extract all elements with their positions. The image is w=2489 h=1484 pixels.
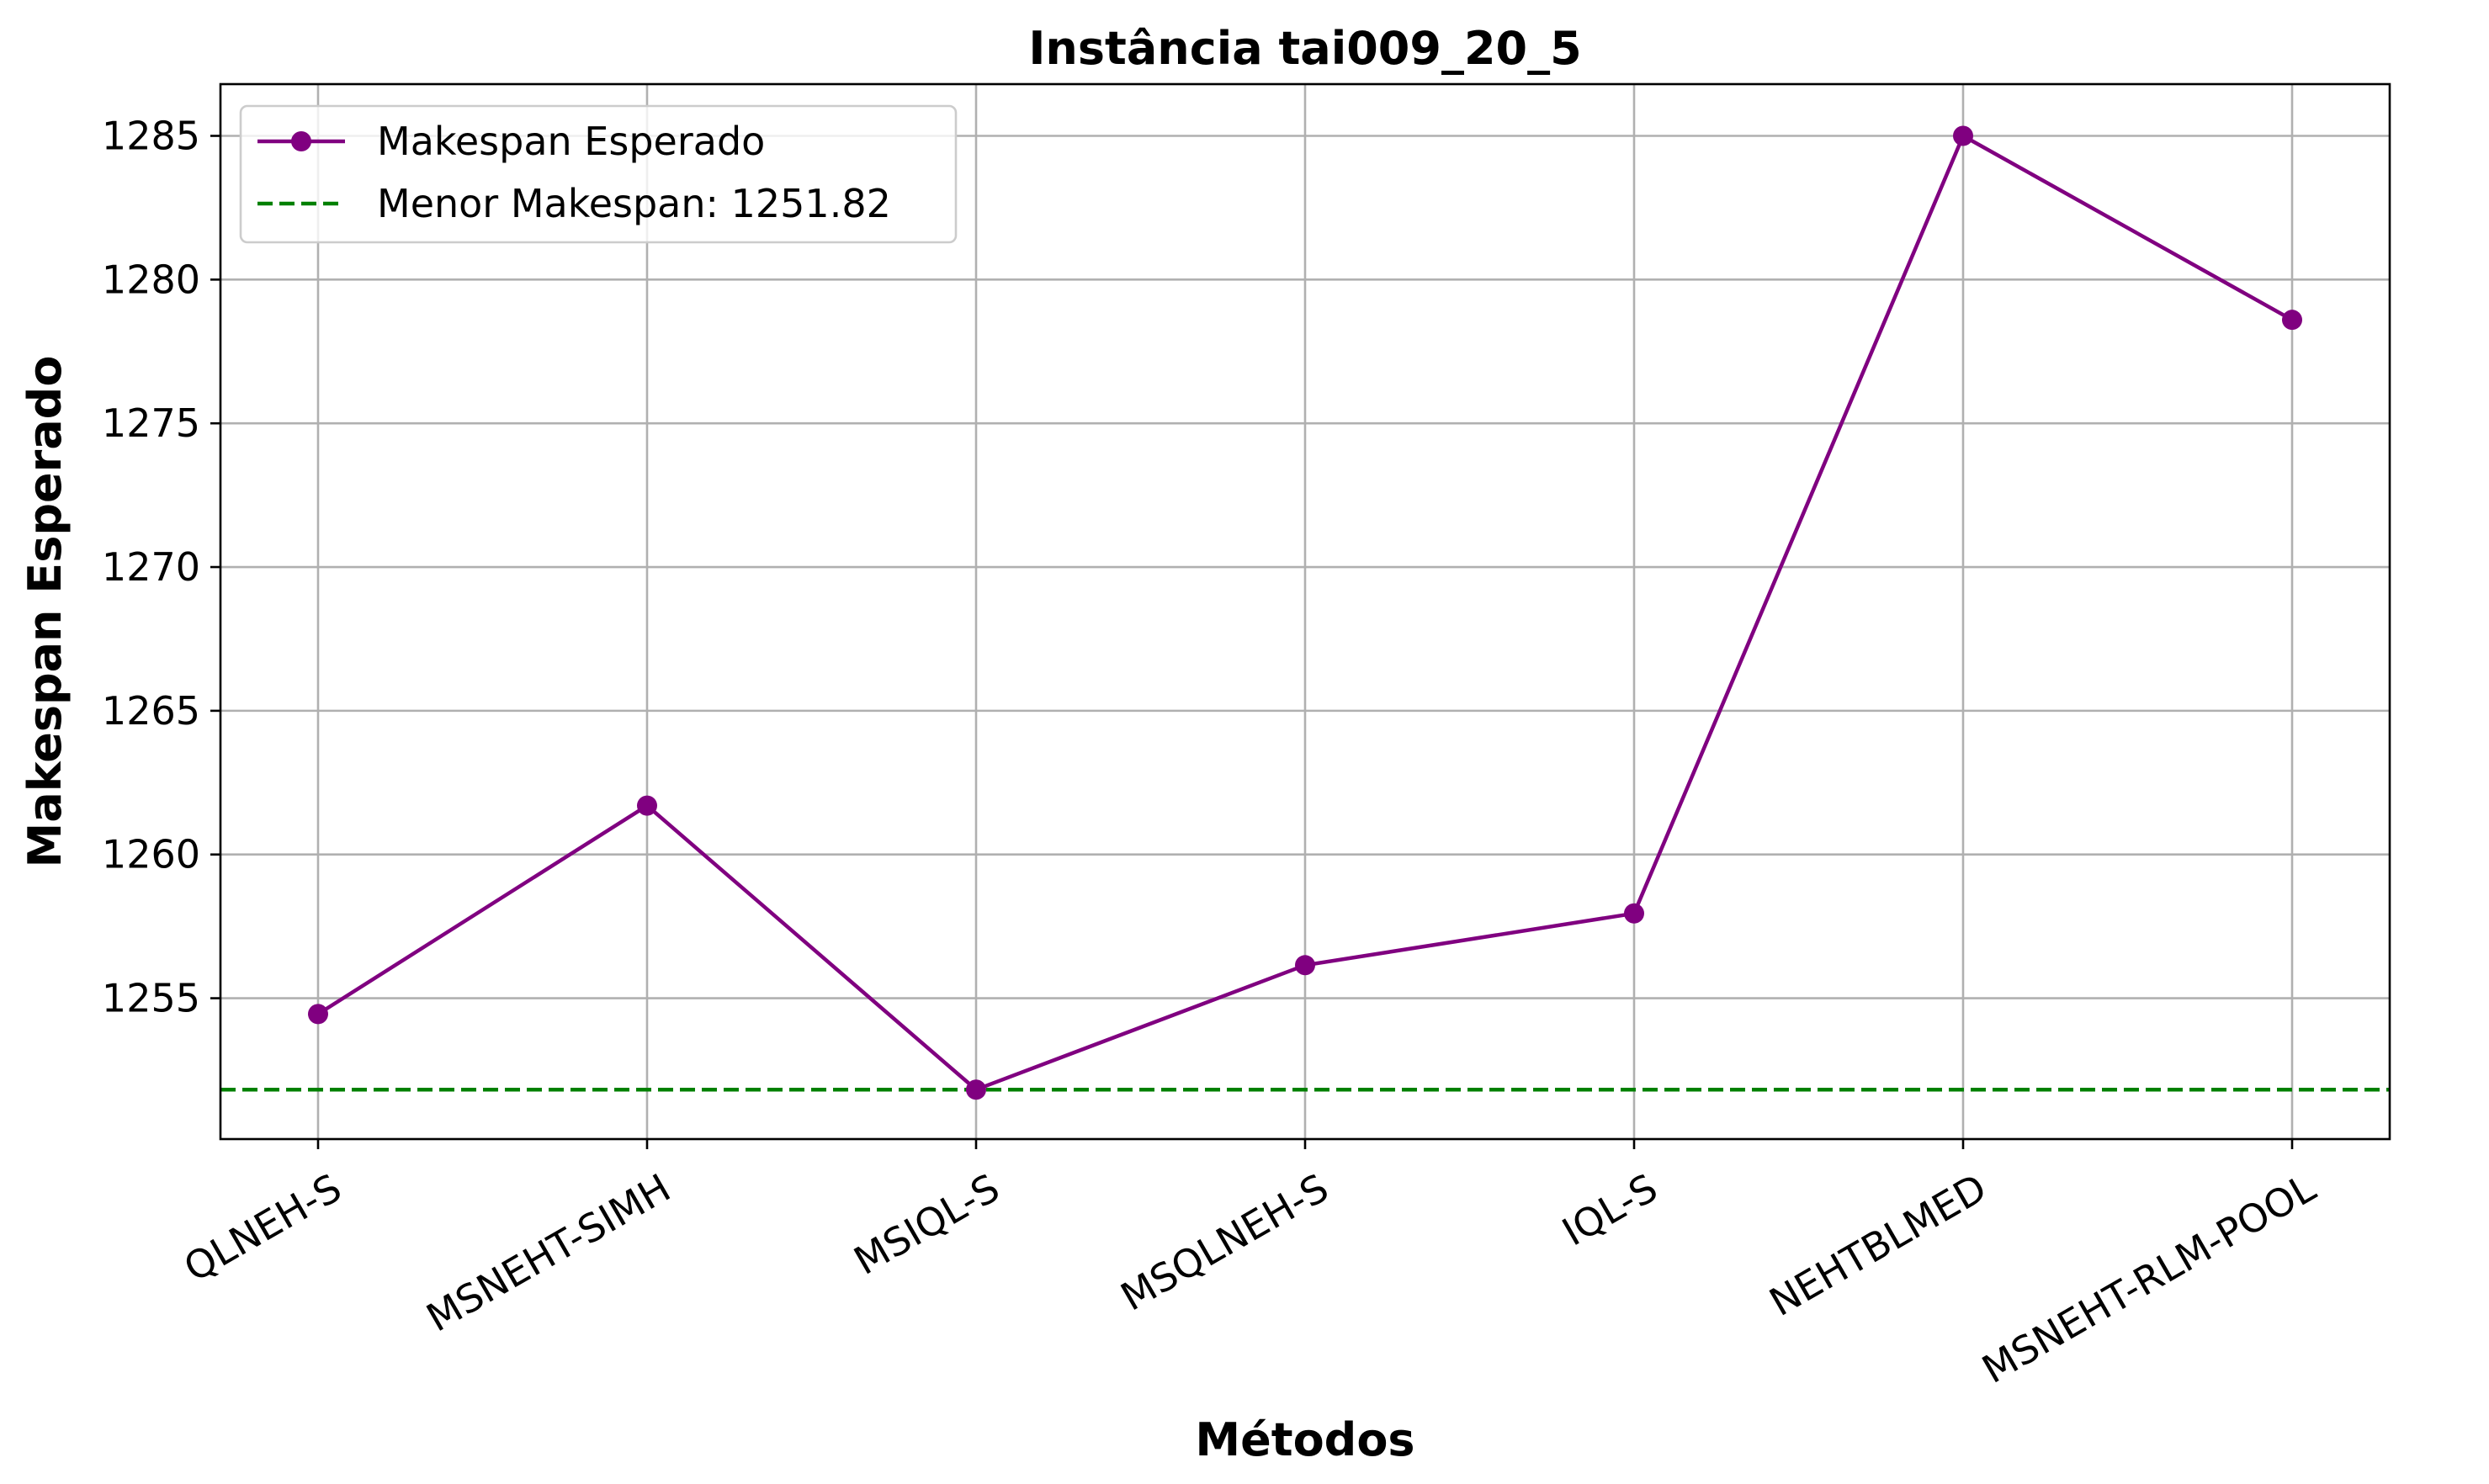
- series-group: [308, 125, 2302, 1100]
- y-axis-title: Makespan Esperado: [19, 356, 72, 868]
- x-axis-title: Métodos: [1195, 1413, 1414, 1466]
- y-tick-label: 1270: [102, 544, 200, 590]
- y-tick-label: 1260: [102, 832, 200, 877]
- legend-series-marker-icon: [291, 131, 311, 151]
- y-tick-label: 1275: [102, 400, 200, 446]
- data-point: [637, 795, 657, 816]
- legend-reference-label: Menor Makespan: 1251.82: [377, 181, 891, 226]
- data-point: [2282, 310, 2302, 331]
- chart-title: Instância tai009_20_5: [1028, 22, 1581, 75]
- data-point: [1953, 125, 1973, 146]
- y-tick-label: 1280: [102, 257, 200, 302]
- legend-series-label: Makespan Esperado: [377, 119, 765, 164]
- y-tick-label: 1285: [102, 114, 200, 159]
- data-point: [1295, 955, 1315, 976]
- y-tick-label: 1255: [102, 976, 200, 1021]
- data-point: [308, 1004, 328, 1025]
- legend-box: [239, 104, 958, 244]
- data-point: [966, 1079, 986, 1100]
- y-tick-label: 1265: [102, 688, 200, 734]
- legend: Makespan Esperado Menor Makespan: 1251.8…: [239, 104, 958, 244]
- data-point: [1624, 903, 1644, 924]
